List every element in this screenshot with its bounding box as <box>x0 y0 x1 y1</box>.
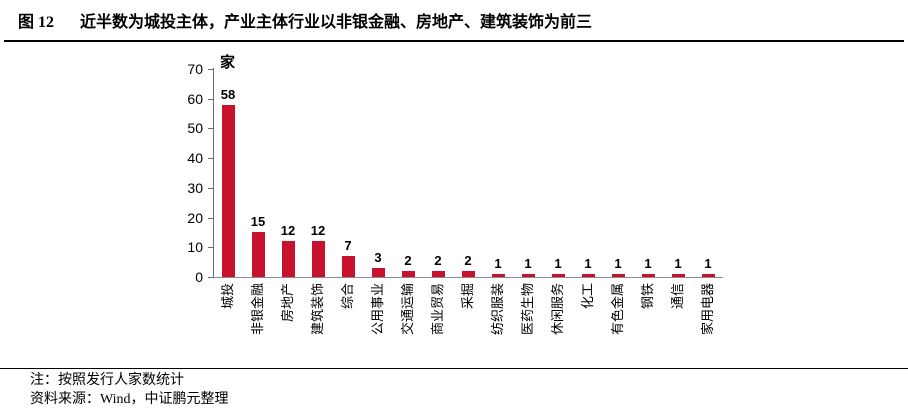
category-label: 商业贸易 <box>430 283 445 336</box>
bar-value-label: 1 <box>704 256 712 271</box>
category-label: 通信 <box>670 283 685 310</box>
chart-source: 资料来源：Wind，中证鹏元整理 <box>30 392 229 407</box>
category-label: 采掘 <box>460 283 475 310</box>
y-axis-line <box>213 68 214 277</box>
y-tick-mark <box>208 98 213 100</box>
y-tick-label: 30 <box>187 179 203 196</box>
y-tick-mark <box>208 158 213 160</box>
category-label: 交通运输 <box>400 283 415 336</box>
y-axis-unit-label: 家 <box>220 55 236 71</box>
x-axis-line <box>213 277 723 278</box>
bar <box>611 274 625 277</box>
y-tick-label: 60 <box>187 90 203 107</box>
bar <box>641 274 655 277</box>
y-tick-mark <box>208 247 213 249</box>
y-tick-mark <box>208 128 213 130</box>
y-tick-mark <box>208 187 213 189</box>
bar <box>701 274 715 277</box>
bar <box>581 274 595 277</box>
bar-value-label: 2 <box>404 253 412 268</box>
bar <box>521 274 535 277</box>
bar-value-label: 1 <box>524 256 532 271</box>
bar <box>551 274 565 277</box>
y-tick-mark <box>208 69 213 70</box>
bar <box>251 232 265 277</box>
bar-value-label: 12 <box>310 223 326 238</box>
y-tick-label: 20 <box>187 209 203 226</box>
bar-value-label: 1 <box>674 256 682 271</box>
bar <box>461 271 475 277</box>
footer-divider-line <box>0 368 908 369</box>
y-tick-label: 0 <box>195 269 203 285</box>
bar <box>281 241 295 277</box>
category-label: 城投 <box>220 283 235 310</box>
y-tick-mark <box>208 217 213 219</box>
category-label: 化工 <box>580 283 595 310</box>
bar-value-label: 1 <box>644 256 652 271</box>
bar-value-label: 7 <box>344 238 352 253</box>
bar-value-label: 2 <box>464 253 472 268</box>
bar <box>401 271 415 277</box>
bar <box>311 241 325 277</box>
bar <box>371 268 385 277</box>
bar-value-label: 1 <box>494 256 502 271</box>
chart-note: 注：按照发行人家数统计 <box>30 373 184 388</box>
figure-header: 图 12 近半数为城投主体，产业主体行业以非银金融、房地产、建筑装饰为前三 <box>18 8 592 32</box>
category-label: 休闲服务 <box>550 283 565 336</box>
bar <box>341 256 355 277</box>
bar-value-label: 58 <box>220 87 236 102</box>
bar <box>221 105 235 277</box>
bar-value-label: 12 <box>280 223 296 238</box>
category-label: 公用事业 <box>370 283 385 336</box>
y-tick-label: 40 <box>187 150 203 167</box>
y-tick-label: 10 <box>187 239 203 256</box>
category-label: 家用电器 <box>700 283 715 336</box>
figure-title: 近半数为城投主体，产业主体行业以非银金融、房地产、建筑装饰为前三 <box>80 14 593 31</box>
category-label: 房地产 <box>280 283 295 323</box>
category-label: 建筑装饰 <box>310 283 325 336</box>
title-divider-line <box>4 40 904 42</box>
category-label: 钢铁 <box>640 283 655 310</box>
bar <box>491 274 505 277</box>
category-label: 纺织服装 <box>490 283 505 336</box>
category-label: 非银金融 <box>250 283 265 336</box>
bar-value-label: 1 <box>584 256 592 271</box>
y-tick-mark <box>208 277 213 278</box>
figure-number: 图 12 <box>18 14 55 31</box>
category-label: 有色金属 <box>610 283 625 336</box>
bar <box>671 274 685 277</box>
bar-value-label: 2 <box>434 253 442 268</box>
bar-value-label: 3 <box>374 250 382 265</box>
bar-value-label: 15 <box>250 214 266 229</box>
y-tick-label: 50 <box>187 120 203 137</box>
bar <box>431 271 445 277</box>
y-tick-label: 70 <box>187 61 203 77</box>
category-label: 综合 <box>340 283 355 310</box>
bar-value-label: 1 <box>614 256 622 271</box>
category-label: 医药生物 <box>520 283 535 336</box>
bar-value-label: 1 <box>554 256 562 271</box>
